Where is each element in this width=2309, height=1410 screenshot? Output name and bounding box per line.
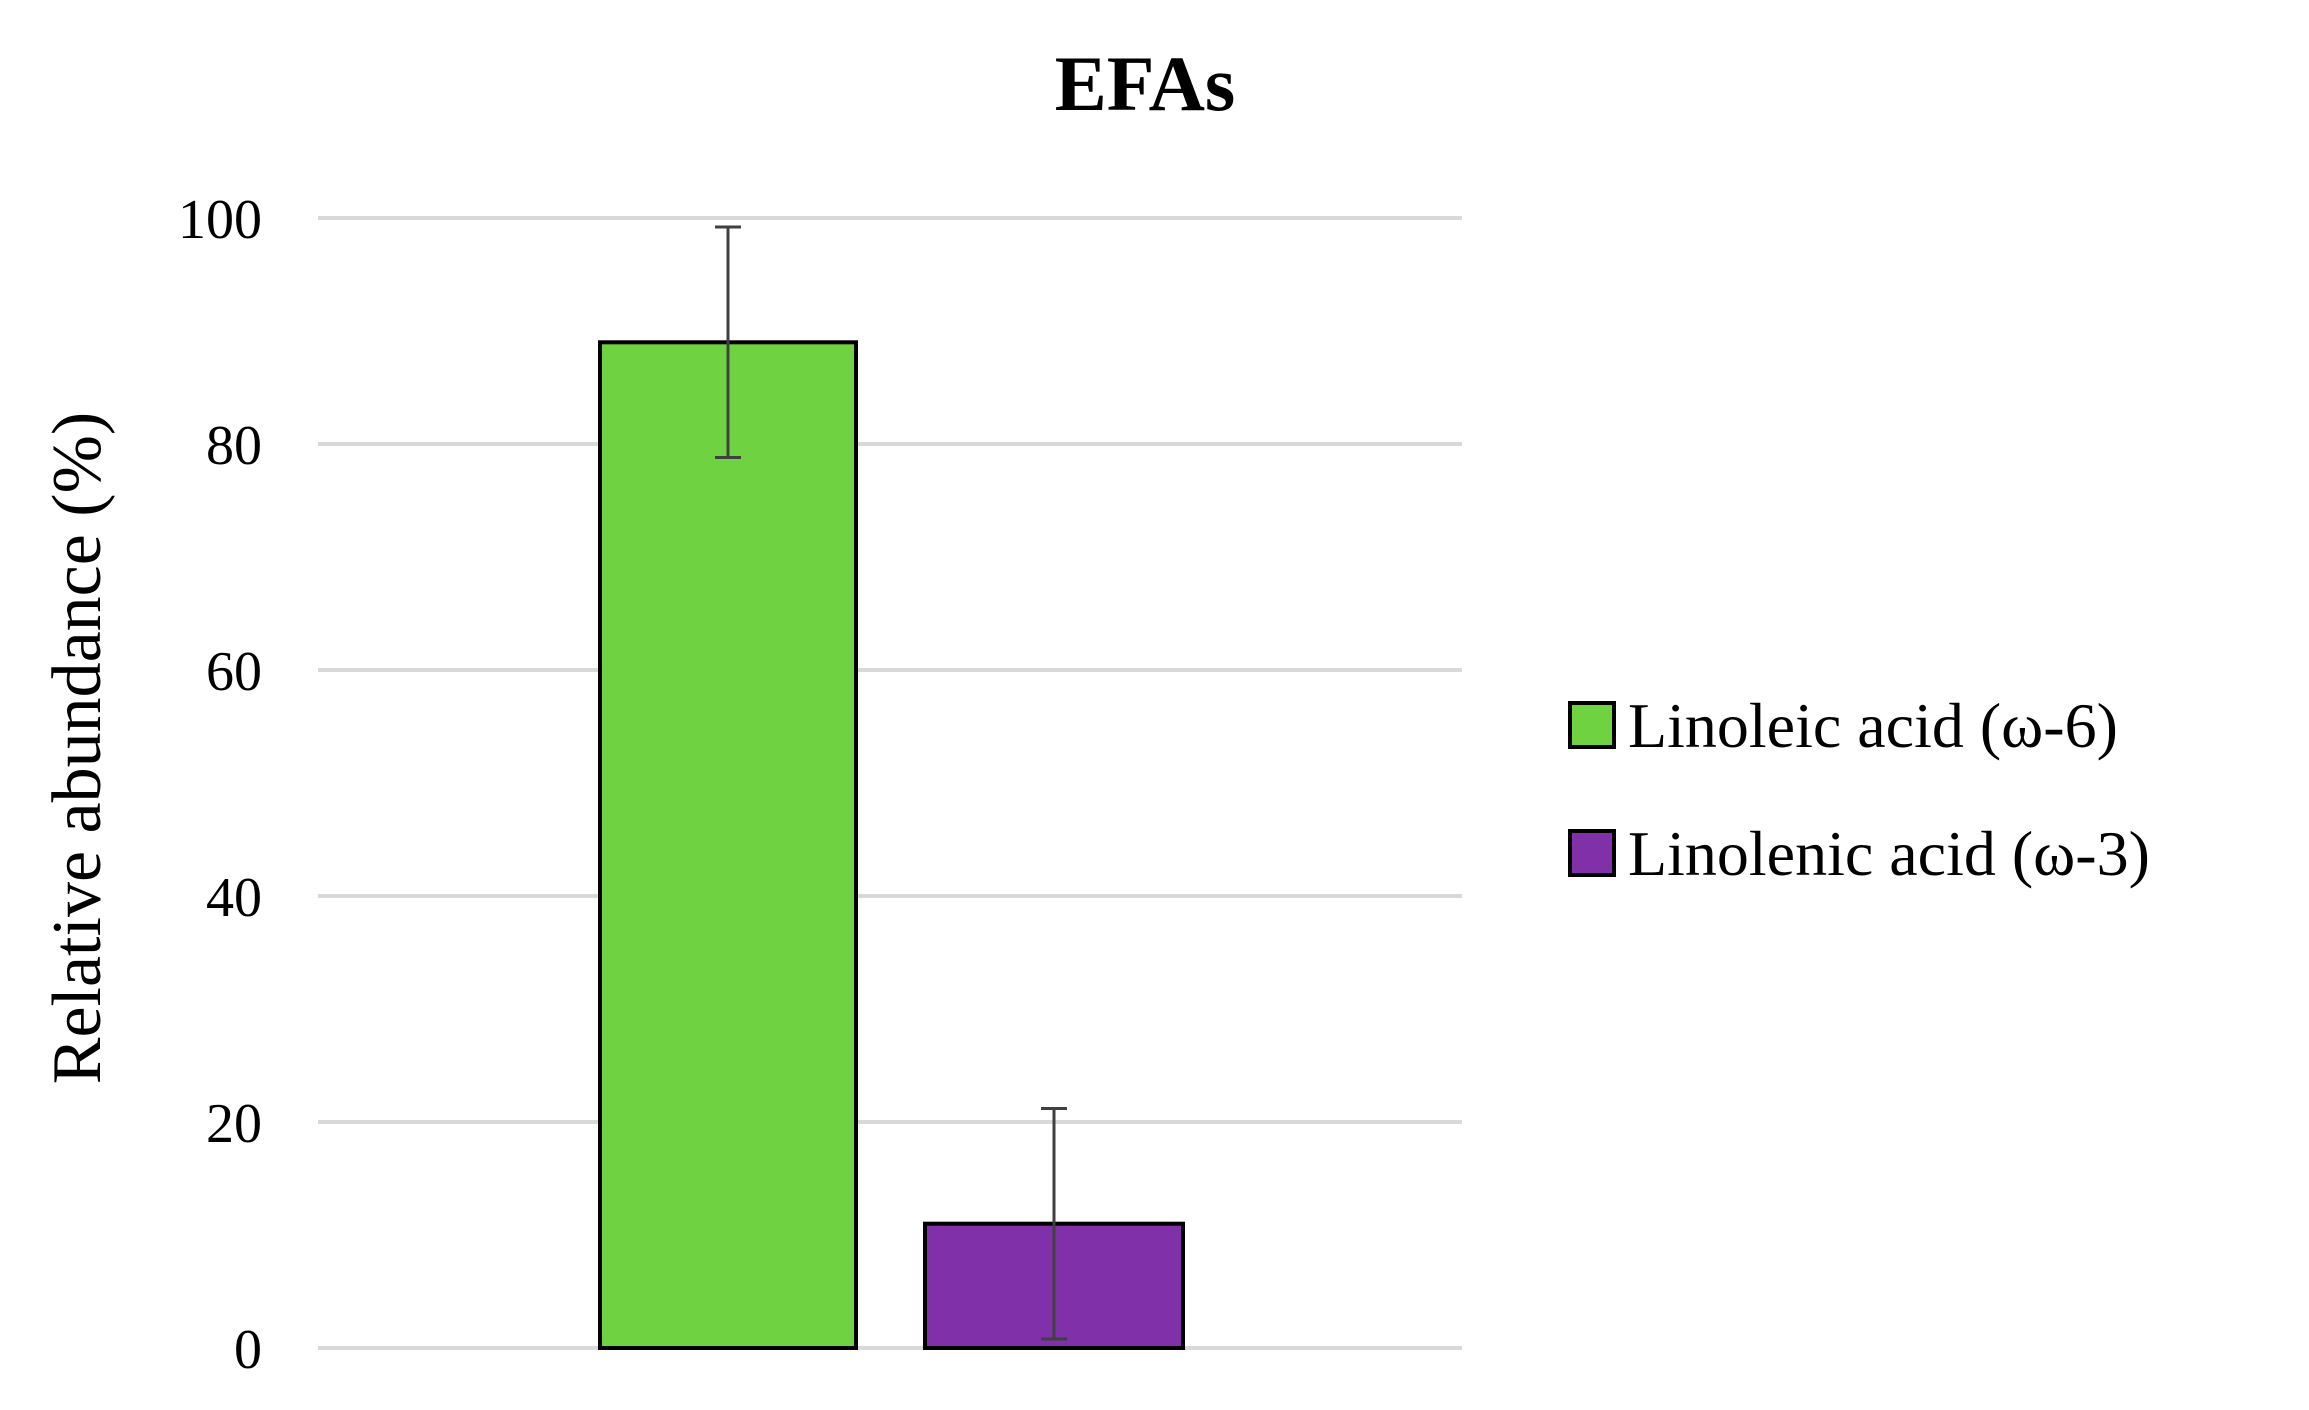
legend-item: Linolenic acid (ω-3) bbox=[1568, 818, 2150, 889]
chart-title: EFAs bbox=[1055, 40, 1236, 127]
gridlines bbox=[318, 216, 1462, 1350]
legend-label: Linoleic acid (ω-6) bbox=[1628, 690, 2118, 761]
y-tick-label: 100 bbox=[178, 189, 262, 251]
error-bars bbox=[715, 225, 1067, 1341]
y-tick-label: 80 bbox=[206, 415, 262, 477]
legend-swatch bbox=[1568, 701, 1616, 749]
y-axis-ticks: 0 20 40 60 80 100 bbox=[178, 189, 262, 1381]
y-tick-label: 60 bbox=[206, 641, 262, 703]
legend-swatch bbox=[1568, 829, 1616, 877]
bars bbox=[598, 340, 1185, 1350]
legend-item: Linoleic acid (ω-6) bbox=[1568, 690, 2118, 761]
y-tick-label: 0 bbox=[234, 1319, 262, 1381]
error-bar-linolenic-acid bbox=[1041, 1106, 1067, 1341]
legend: Linoleic acid (ω-6) Linolenic acid (ω-3) bbox=[1568, 690, 2150, 889]
y-tick-label: 40 bbox=[206, 867, 262, 929]
y-tick-label: 20 bbox=[206, 1093, 262, 1155]
y-axis-label: Relative abundance (%) bbox=[39, 412, 116, 1084]
error-bar-linoleic-acid bbox=[715, 225, 741, 460]
bar-linoleic-acid bbox=[598, 340, 858, 1350]
legend-label: Linolenic acid (ω-3) bbox=[1628, 818, 2150, 889]
